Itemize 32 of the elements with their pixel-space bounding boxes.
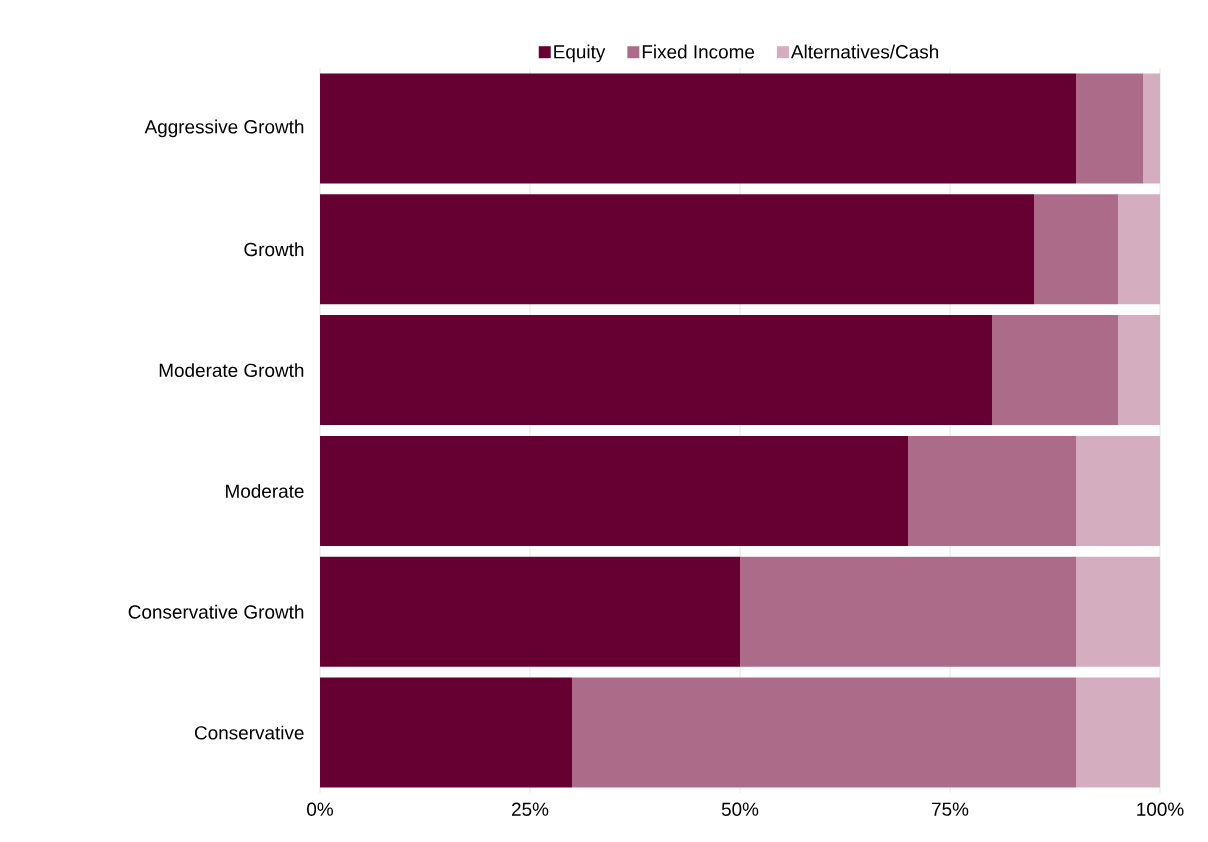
y-tick-label: Moderate Growth [159,363,304,378]
legend-label: Alternatives/Cash [790,44,939,59]
bar [320,556,741,667]
bar [1076,73,1144,184]
bar [1118,315,1161,426]
legend-label: Fixed Income [642,44,755,59]
bar [1118,194,1161,305]
bar [992,315,1119,426]
bar [320,194,1035,305]
bar [1076,556,1161,667]
y-tick-label: Conservative Growth [128,604,304,619]
x-tick-label: 100% [1137,802,1184,816]
bar [320,435,909,546]
x-tick-label: 0% [307,802,333,816]
bar [320,677,572,788]
bar [740,556,1077,667]
x-tick-label: 75% [932,802,969,816]
x-tick-label: 25% [512,802,549,816]
bar [320,315,993,426]
bar [908,435,1077,546]
bar [1034,194,1119,305]
bar [1076,677,1161,788]
bar [320,73,1077,184]
y-tick-label: Conservative [194,725,304,740]
bar [572,677,1077,788]
x-tick-label: 50% [721,802,759,816]
bar [1143,73,1161,184]
y-tick-label: Moderate [226,483,304,498]
legend-label: Equity [554,44,606,63]
bar [1076,435,1161,546]
y-tick-label: Aggressive Growth [144,119,304,138]
y-tick-label: Growth [244,242,304,257]
